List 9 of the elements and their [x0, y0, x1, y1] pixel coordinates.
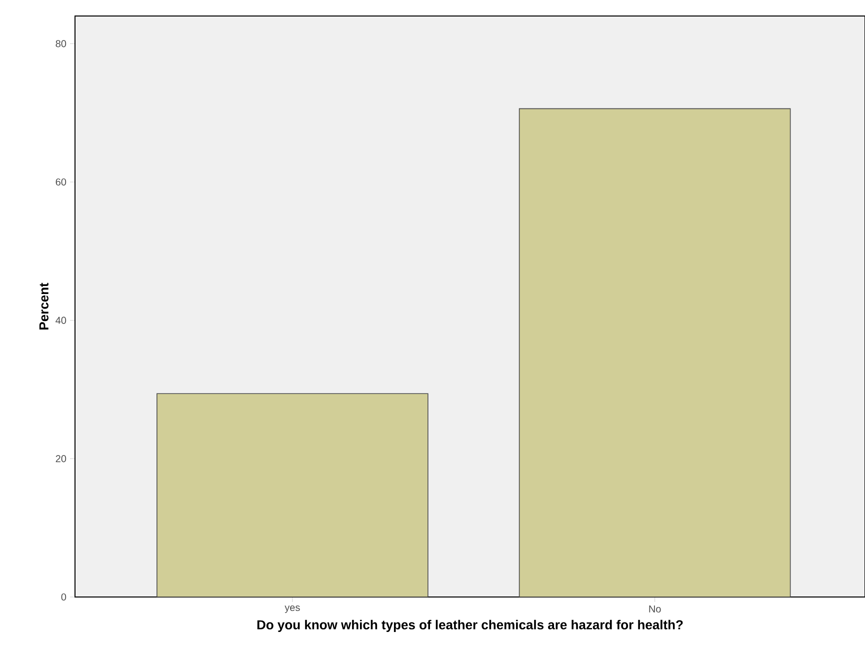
y-tick-label: 20: [56, 455, 66, 462]
x-tick-label: No: [649, 606, 661, 613]
x-tick-label: yes: [284, 606, 300, 613]
y-tick-label: 80: [56, 40, 66, 48]
y-tick-label: 60: [56, 178, 66, 186]
y-tick-label: 0: [61, 593, 66, 601]
x-axis-title: Do you know which types of leather chemicals are hazard for health?: [257, 620, 683, 632]
y-tick-label: 40: [56, 316, 66, 324]
y-axis-title: Percent: [39, 282, 48, 330]
